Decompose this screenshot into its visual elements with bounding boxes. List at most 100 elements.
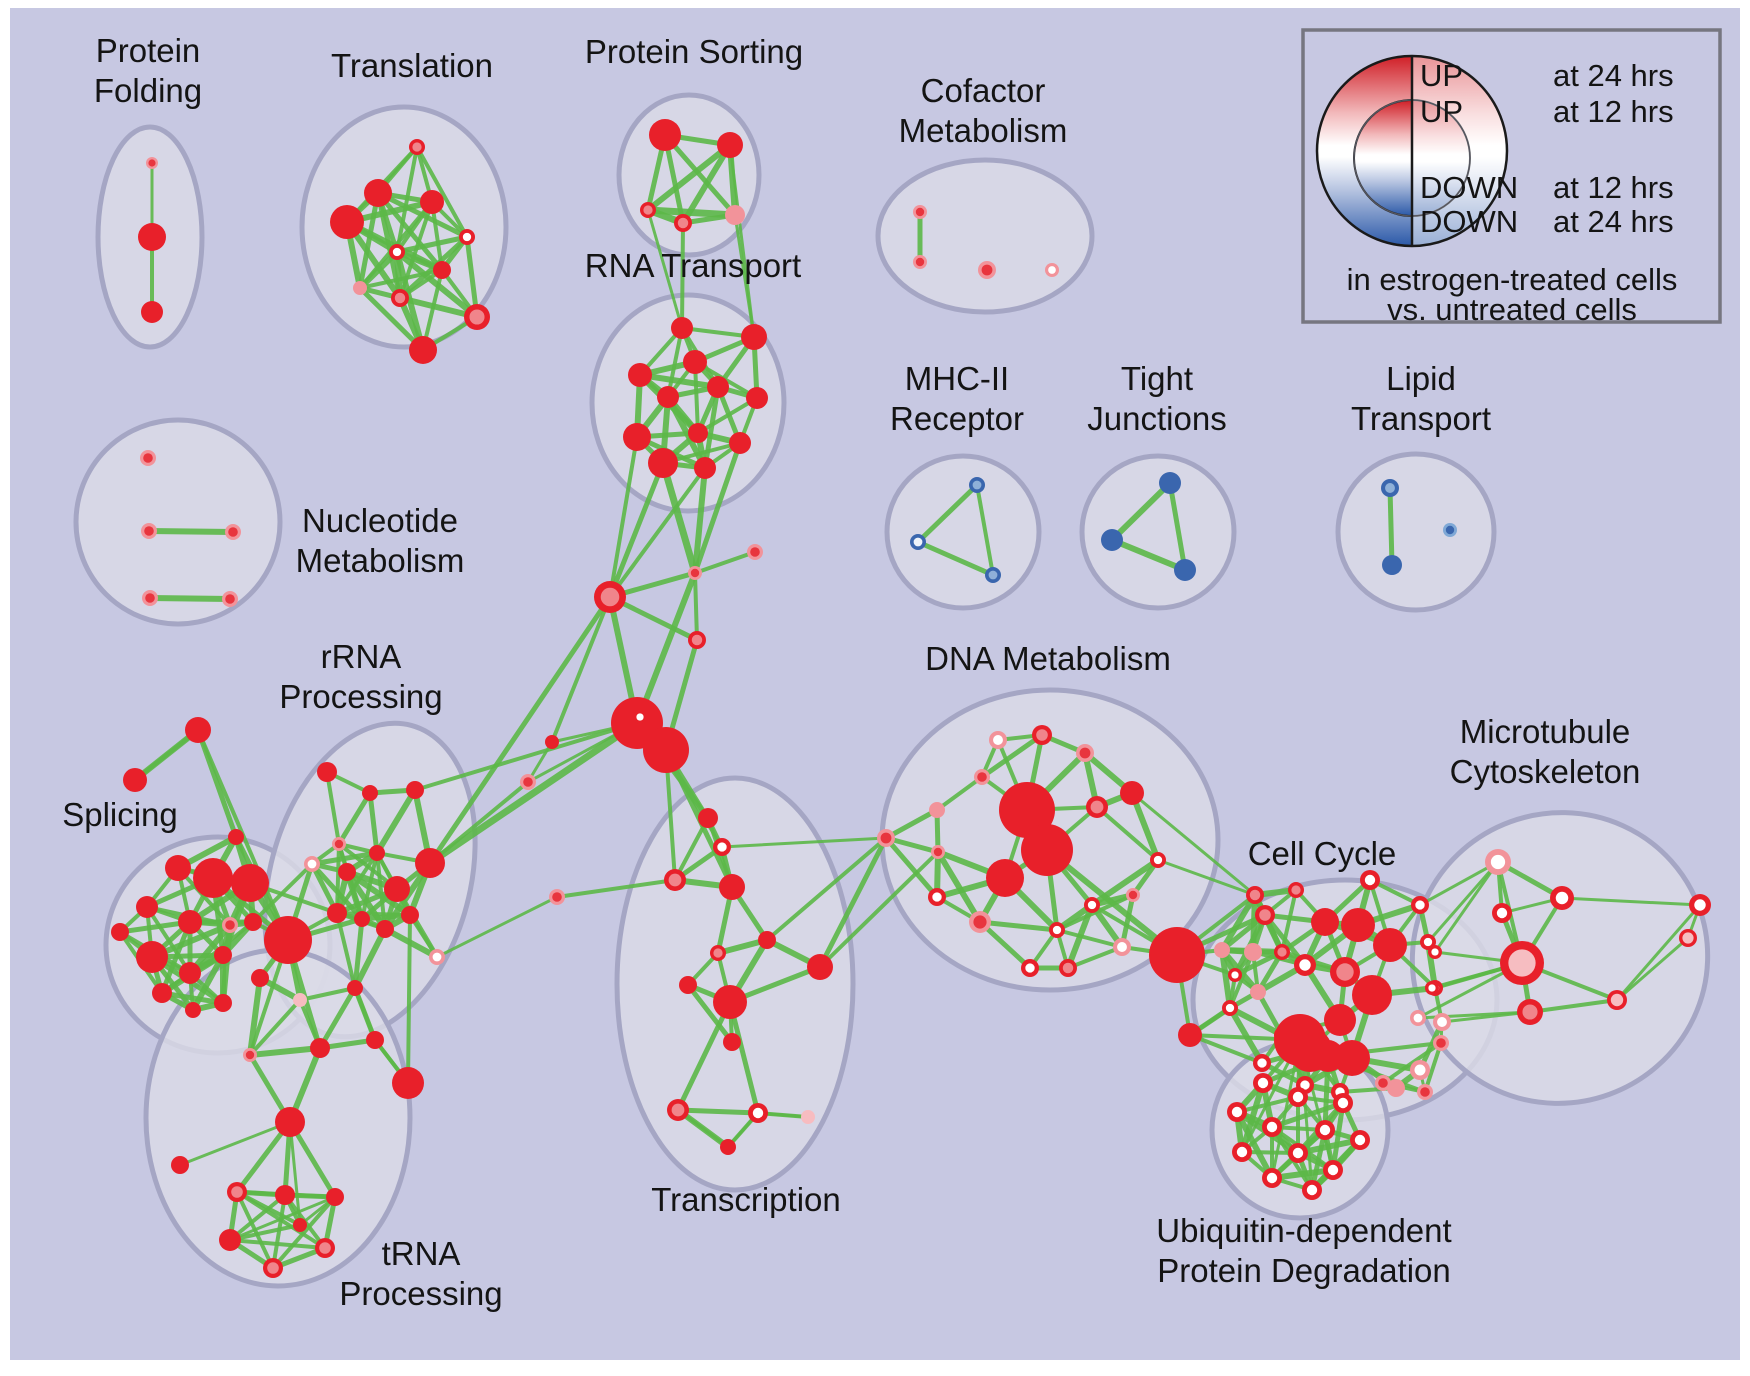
node-center-backbone bbox=[750, 547, 760, 557]
cluster-label-cofactor-metabolism: Cofactor Metabolism bbox=[899, 72, 1068, 149]
node-rrna-processing bbox=[401, 906, 419, 924]
edge-trna-processing bbox=[228, 1195, 337, 1242]
edge-trna-processing bbox=[271, 1195, 337, 1270]
cluster-ellipse-transcription bbox=[614, 775, 856, 1193]
node-splicing bbox=[111, 923, 129, 941]
node-center-cell-cycle bbox=[1259, 909, 1271, 921]
edge-microtubule-cytoskeleton bbox=[1528, 998, 1619, 1014]
node-center-rrna-processing bbox=[307, 859, 317, 869]
node-center-trna-processing bbox=[319, 1242, 331, 1254]
edge-dna-metabolism bbox=[977, 919, 1033, 971]
node-center-microtubule-cytoskeleton bbox=[1522, 1004, 1538, 1020]
node-rna-transport bbox=[688, 423, 708, 443]
node-center-dna-metabolism bbox=[1025, 963, 1035, 973]
node-center-dna-metabolism bbox=[977, 772, 987, 782]
node-center-protein-sorting bbox=[643, 205, 653, 215]
edge-cell-cycle bbox=[1227, 1005, 1285, 1038]
node-center-transcription bbox=[671, 1103, 685, 1117]
node-center-transcription bbox=[713, 948, 723, 958]
edge-transcription-to-dna-metabolism bbox=[765, 836, 888, 942]
legend-time-label: at 12 hrs bbox=[1553, 94, 1674, 129]
edge-translation bbox=[357, 285, 426, 353]
node-ubiquitin-degradation bbox=[1312, 1040, 1344, 1072]
edge-protein-sorting-to-rna-transport bbox=[728, 143, 756, 339]
node-center-transcription bbox=[636, 713, 644, 721]
node-transcription bbox=[679, 976, 697, 994]
node-center-cell-cycle bbox=[1364, 874, 1376, 886]
cluster-ellipse-cofactor-metabolism bbox=[875, 157, 1095, 315]
edge-translation bbox=[357, 249, 400, 291]
edge-ubiquitin-degradation bbox=[1309, 1127, 1328, 1193]
node-center-rrna-processing bbox=[432, 952, 442, 962]
edge-rrna-processing bbox=[336, 790, 373, 847]
node-translation bbox=[420, 190, 444, 214]
node-splicing bbox=[179, 962, 201, 984]
legend-caption: vs. untreated cells bbox=[1387, 292, 1637, 327]
node-center-microtubule-cytoskeleton bbox=[1694, 899, 1706, 911]
node-transcription bbox=[698, 808, 718, 828]
node-center-mhc-ii-receptor bbox=[972, 480, 982, 490]
node-splicing bbox=[185, 717, 211, 743]
edge-translation bbox=[464, 234, 480, 320]
node-transcription bbox=[801, 1110, 815, 1124]
node-rrna-processing bbox=[406, 781, 424, 799]
node-rrna-processing bbox=[251, 969, 269, 987]
node-center-dna-metabolism bbox=[993, 735, 1003, 745]
node-center-microtubule-cytoskeleton bbox=[1431, 948, 1439, 956]
node-transcription bbox=[807, 954, 833, 980]
node-center-microtubule-cytoskeleton bbox=[1496, 907, 1508, 919]
node-center-backbone bbox=[523, 777, 533, 787]
node-trna-processing bbox=[326, 1188, 344, 1206]
node-center-cell-cycle bbox=[1249, 889, 1261, 901]
node-center-dna-metabolism bbox=[1117, 942, 1127, 952]
node-center-dna-metabolism bbox=[973, 915, 987, 929]
edge-rna-transport-to-backbone bbox=[608, 466, 707, 599]
edge-dna-metabolism bbox=[883, 807, 940, 841]
edge-rrna-processing bbox=[367, 790, 380, 856]
node-splicing bbox=[152, 983, 172, 1003]
node-center-transcription bbox=[752, 1107, 764, 1119]
node-center-dna-metabolism bbox=[880, 832, 892, 844]
node-center-microtubule-cytoskeleton bbox=[1436, 1038, 1446, 1048]
cluster-label-trna-processing: tRNA Processing bbox=[339, 1235, 502, 1312]
node-center-microtubule-cytoskeleton bbox=[1413, 1013, 1423, 1023]
node-center-dna-metabolism bbox=[933, 847, 943, 857]
edge-rrna-processing bbox=[360, 851, 379, 921]
node-center-translation bbox=[412, 142, 422, 152]
edge-backbone bbox=[550, 595, 612, 744]
edge-rrna-processing bbox=[317, 985, 358, 1051]
edge-trna-processing bbox=[228, 1223, 302, 1242]
node-center-dna-metabolism bbox=[1128, 890, 1138, 900]
node-splicing bbox=[244, 913, 262, 931]
edge-tight-junctions bbox=[1109, 537, 1188, 573]
edge-backbone bbox=[693, 571, 699, 642]
edge-dna-metabolism bbox=[935, 849, 983, 925]
edge-microtubule-cytoskeleton bbox=[1560, 896, 1702, 907]
legend-direction-label: UP bbox=[1420, 58, 1463, 93]
node-cell-cycle bbox=[1334, 1040, 1370, 1076]
edge-transcription bbox=[727, 999, 761, 1116]
cluster-label-mhc-ii-receptor: MHC-II Receptor bbox=[890, 360, 1024, 437]
node-center-cell-cycle bbox=[1336, 963, 1354, 981]
node-cell-cycle bbox=[1244, 943, 1262, 961]
edge-splicing bbox=[132, 727, 201, 783]
legend-time-label: at 24 hrs bbox=[1553, 204, 1674, 239]
edge-protein-sorting bbox=[645, 142, 733, 213]
node-splicing bbox=[193, 858, 233, 898]
node-dna-metabolism bbox=[1021, 824, 1073, 876]
node-center-ubiquitin-degradation bbox=[1236, 1146, 1248, 1158]
cluster-label-lipid-transport: Lipid Transport bbox=[1351, 360, 1491, 437]
node-splicing bbox=[231, 864, 269, 902]
edge-rrna-processing bbox=[353, 986, 377, 1042]
node-center-transcription bbox=[717, 842, 727, 852]
node-splicing bbox=[123, 768, 147, 792]
node-rrna-processing bbox=[347, 980, 363, 996]
edge-translation bbox=[358, 268, 444, 290]
node-rna-transport bbox=[694, 457, 716, 479]
node-center-lipid-transport bbox=[1385, 483, 1395, 493]
edge-nucleotide-metabolism bbox=[146, 528, 236, 535]
edge-rrna-processing bbox=[352, 926, 388, 991]
node-center-cofactor-metabolism bbox=[915, 257, 925, 267]
